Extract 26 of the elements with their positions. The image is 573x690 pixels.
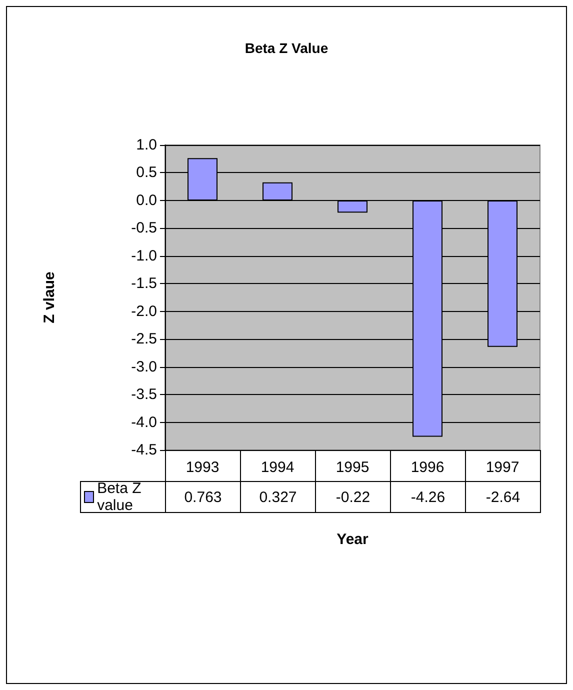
x-tick-label: 1993: [186, 459, 220, 476]
data-label: 0.763: [165, 481, 241, 513]
data-label: -0.22: [315, 481, 391, 513]
y-tick-label: -3.0: [131, 358, 157, 376]
legend-label: Beta Z value: [97, 480, 142, 514]
y-tick-label: -0.5: [131, 220, 157, 237]
y-tick-label: -3.5: [131, 386, 157, 404]
data-label: -4.26: [390, 481, 466, 513]
y-tick-label: 0.5: [136, 164, 157, 182]
data-label: 0.327: [240, 481, 316, 513]
x-tick-label: 1997: [486, 459, 520, 476]
x-tick-label: 1996: [410, 459, 444, 476]
y-tick-label: -4.5: [131, 442, 157, 458]
y-axis-title: Z vlaue: [41, 272, 58, 324]
y-tick-label: -1.0: [131, 247, 157, 264]
chart-title: Beta Z Value: [244, 40, 328, 56]
y-tick-label: -2.0: [131, 302, 157, 320]
data-label: -2.64: [465, 481, 541, 513]
x-tick-label: 1995: [336, 459, 370, 476]
x-axis-title: Year: [336, 531, 369, 548]
y-tick-label: -4.0: [131, 414, 157, 431]
y-tick-label: -1.5: [131, 275, 157, 292]
y-tick-label: 0.0: [136, 192, 157, 209]
y-tick-label: 1.0: [136, 136, 157, 154]
y-tick-label: -2.5: [131, 330, 157, 348]
x-tick-label: 1994: [260, 459, 294, 476]
